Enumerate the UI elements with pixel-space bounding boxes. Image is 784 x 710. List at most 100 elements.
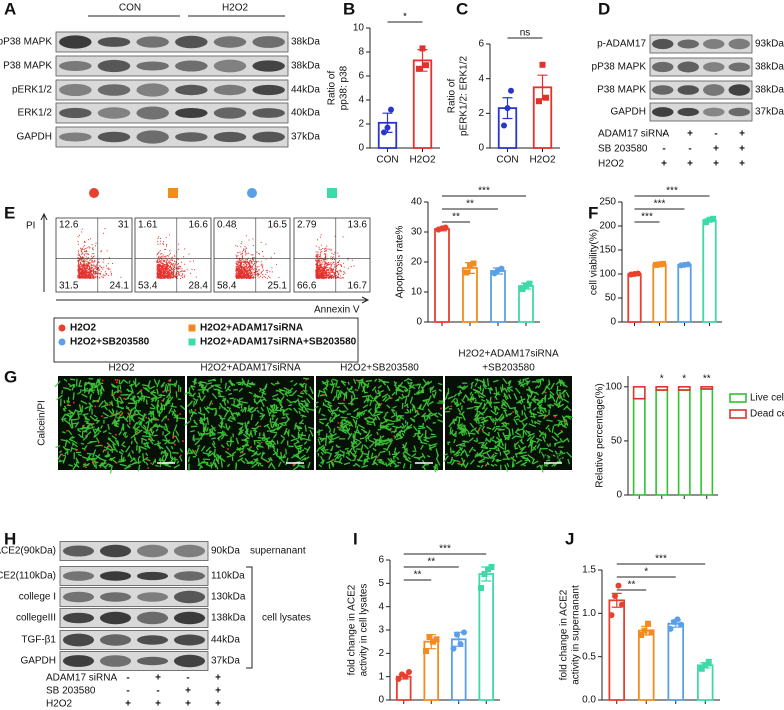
protein-label: p-ADAM17 bbox=[597, 39, 646, 50]
group-marker bbox=[89, 188, 99, 198]
axis-label: PI bbox=[26, 221, 35, 232]
data-point bbox=[710, 215, 716, 222]
size-label: 130kDa bbox=[211, 592, 246, 603]
flow-plot bbox=[213, 217, 291, 293]
blot-band bbox=[59, 61, 92, 71]
blot-band bbox=[136, 83, 169, 97]
size-label: 38kDa bbox=[755, 85, 784, 96]
data-point bbox=[698, 665, 705, 672]
panel-label: E bbox=[4, 203, 15, 222]
y-axis-label: fold change in ACE2 bbox=[347, 584, 358, 675]
y-axis-label: pERK1/2: ERK1/2 bbox=[459, 56, 470, 136]
data-point bbox=[608, 612, 615, 619]
y-tick-label: 0 bbox=[358, 143, 364, 154]
size-label: 37kDa bbox=[291, 132, 320, 143]
green-cells bbox=[184, 377, 315, 472]
y-tick-label: 3 bbox=[378, 625, 384, 636]
data-point bbox=[419, 45, 426, 52]
y-tick-label: 250 bbox=[599, 197, 616, 208]
data-point bbox=[454, 631, 460, 638]
legend-marker bbox=[58, 338, 66, 346]
blot-band bbox=[652, 38, 674, 50]
y-tick-label: 10 bbox=[411, 287, 423, 298]
x-tick-label: CON bbox=[376, 155, 398, 166]
quadrant-value: 66.6 bbox=[297, 281, 317, 292]
group-marker bbox=[168, 188, 178, 198]
treatment-sign: + bbox=[739, 144, 745, 155]
size-label: 93kDa bbox=[755, 39, 784, 50]
y-tick-label: 6 bbox=[478, 39, 484, 50]
significance-label: * bbox=[660, 373, 664, 384]
legend-marker bbox=[188, 324, 196, 332]
y-axis-label: activity in supernanant bbox=[571, 585, 582, 685]
bar bbox=[677, 263, 692, 323]
blot-band bbox=[136, 611, 169, 625]
data-point bbox=[423, 62, 429, 69]
data-point bbox=[457, 641, 464, 647]
y-tick-label: 20 bbox=[411, 257, 423, 268]
bar-segment bbox=[677, 389, 691, 496]
y-tick-label: 1.5 bbox=[582, 565, 596, 576]
y-tick-label: 5 bbox=[378, 578, 384, 589]
blot-band bbox=[59, 83, 92, 97]
blot-band bbox=[99, 544, 132, 558]
x-tick-label: CON bbox=[496, 155, 518, 166]
y-axis-label: cell viability(%) bbox=[589, 229, 600, 295]
data-point bbox=[703, 219, 709, 226]
data-point bbox=[660, 260, 666, 267]
bar bbox=[434, 228, 450, 323]
blot-band bbox=[175, 84, 208, 96]
treatment-sign: + bbox=[687, 129, 693, 140]
legend-label: H2O2+ADAM17siRNA+SB203580 bbox=[200, 337, 357, 348]
blot-strip bbox=[59, 651, 209, 671]
image-title: +SB203580 bbox=[482, 363, 535, 374]
y-tick-label: 6 bbox=[358, 71, 364, 82]
data-point bbox=[402, 673, 409, 680]
blot-band bbox=[213, 84, 247, 96]
protein-label: pP38 MAPK bbox=[592, 62, 647, 73]
y-tick-label: 50 bbox=[611, 436, 623, 447]
data-point bbox=[461, 629, 467, 636]
blot-band bbox=[97, 37, 131, 47]
data-point bbox=[638, 632, 644, 638]
treatment-sign: + bbox=[215, 699, 221, 710]
y-tick-label: 40 bbox=[411, 197, 423, 208]
treatment-sign: + bbox=[155, 673, 161, 684]
data-point bbox=[384, 124, 391, 131]
blot-band bbox=[252, 84, 285, 96]
data-point bbox=[406, 669, 412, 675]
blot-band bbox=[59, 107, 92, 119]
panel-label: J bbox=[565, 529, 574, 548]
treatment-sign: + bbox=[155, 699, 161, 710]
panel-label: B bbox=[343, 0, 355, 18]
significance-label: * bbox=[403, 12, 407, 23]
flow-dots bbox=[235, 225, 280, 279]
data-point bbox=[433, 636, 440, 643]
blot-band bbox=[62, 633, 95, 647]
side-label: Calcein/PI bbox=[37, 400, 48, 446]
size-label: 44kDa bbox=[211, 635, 240, 646]
significance-label: ** bbox=[427, 557, 435, 568]
protein-label: GAPDH bbox=[16, 132, 52, 143]
blot-band bbox=[136, 544, 169, 558]
blot-band bbox=[703, 39, 725, 49]
blot-band bbox=[99, 592, 132, 602]
panel-label: G bbox=[4, 367, 17, 386]
significance-label: ns bbox=[520, 28, 531, 39]
protein-label: college I bbox=[19, 592, 56, 603]
blot-band bbox=[136, 36, 169, 48]
blot-band bbox=[62, 545, 95, 557]
blot-band bbox=[252, 108, 285, 118]
treatment-label: SB 203580 bbox=[598, 144, 648, 155]
quadrant-value: 58.4 bbox=[217, 281, 237, 292]
flow-plot bbox=[293, 217, 371, 293]
image-title: H2O2+ADAM17siRNA bbox=[200, 363, 301, 374]
data-point bbox=[702, 662, 709, 669]
legend-label: Live cell bbox=[750, 393, 784, 404]
quadrant-value: 31 bbox=[118, 220, 130, 231]
blot-band bbox=[175, 60, 208, 72]
axis-arrow bbox=[56, 296, 370, 304]
blot-band bbox=[703, 107, 725, 117]
y-tick-label: 0 bbox=[610, 317, 616, 328]
blot-band bbox=[175, 107, 208, 119]
